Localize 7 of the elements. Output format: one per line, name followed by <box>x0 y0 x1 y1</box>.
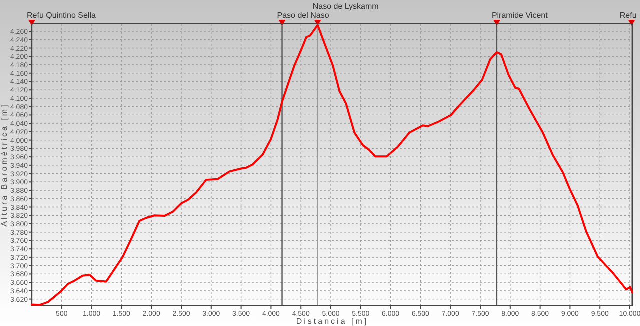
ref-line-label: Paso del Naso <box>277 11 330 20</box>
ref-line-label: Refu <box>620 11 637 20</box>
x-axis-title: Distancia [m] <box>296 317 369 326</box>
ref-line-label: Refu Quintino Sella <box>27 11 96 20</box>
ref-line-label: Naso de Lyskamm <box>312 2 380 11</box>
ref-line-label: Piramide Vicent <box>492 11 549 20</box>
y-axis-title: Altura Barométrica [m] <box>0 103 9 227</box>
